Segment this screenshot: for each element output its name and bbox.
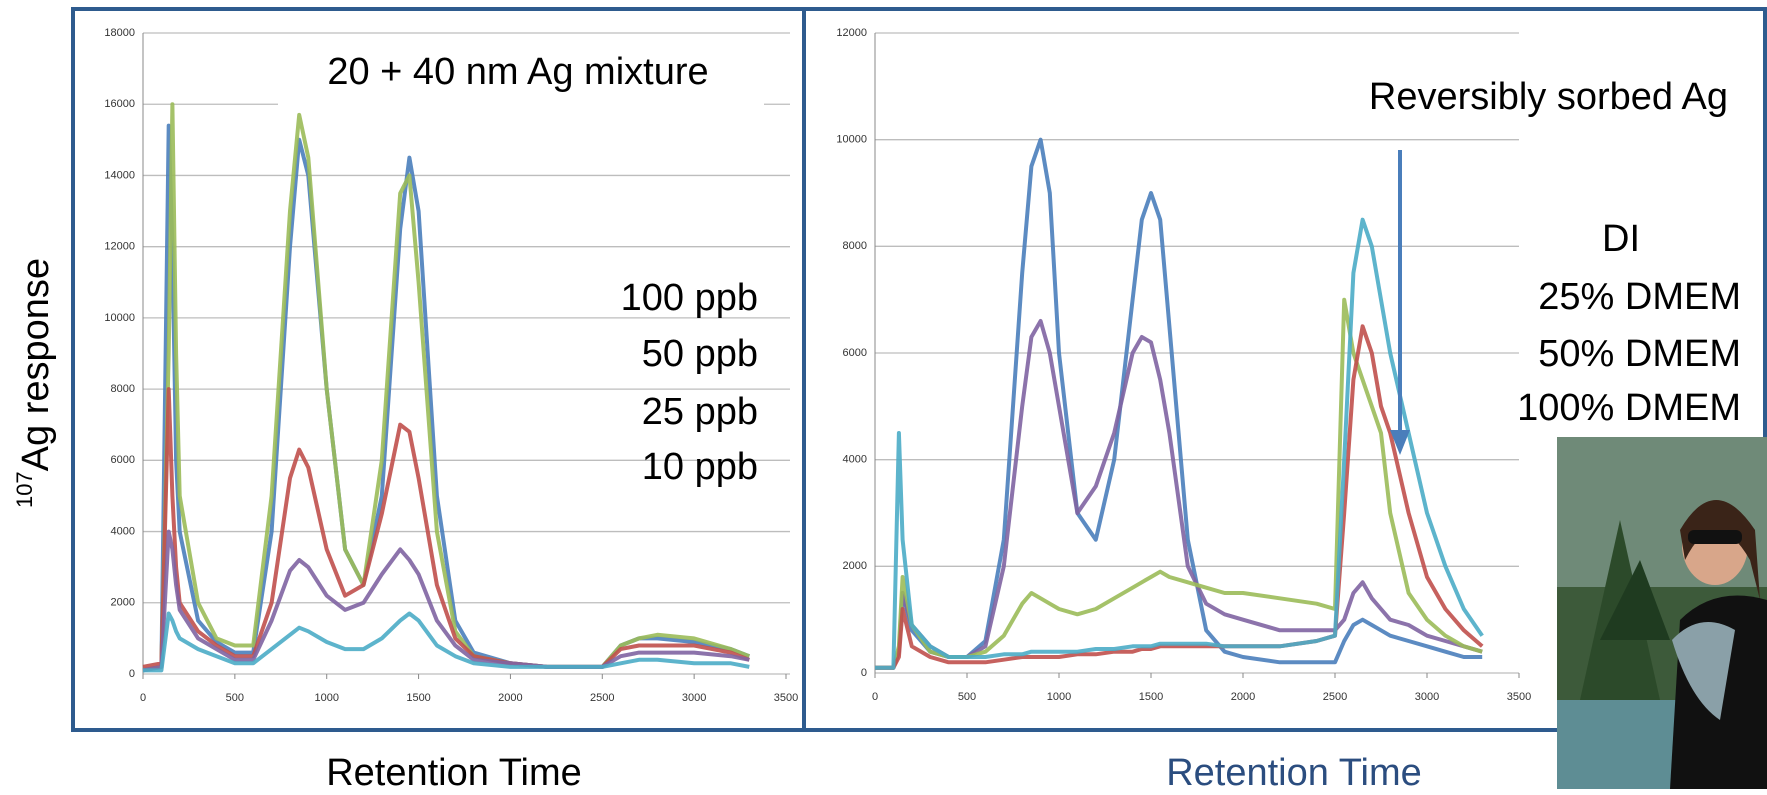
y-tick-label: 4000	[843, 454, 867, 466]
arrow	[1390, 150, 1410, 455]
data-line	[142, 529, 750, 673]
y-axis-label-sup: 107	[12, 471, 37, 508]
x-tick-label: 2000	[1231, 691, 1255, 703]
chart: 0 2000 4000 6000 8000 10000 12000 0 500 1000 1500 2…	[836, 27, 1750, 703]
data-line	[875, 319, 1483, 670]
x-tick-label: 0	[140, 692, 146, 704]
y-axis-label: 107Ag response	[12, 258, 57, 508]
x-tick-label: 0	[872, 691, 878, 703]
title-background	[1310, 60, 1750, 135]
annotation: 10 ppb	[642, 446, 758, 488]
y-tick-label: 10000	[836, 134, 867, 146]
annotation: 50 ppb	[642, 333, 758, 375]
y-axis-label-text: Ag response	[15, 258, 57, 471]
x-tick-label: 1500	[1139, 691, 1163, 703]
x-tick-label: 2000	[498, 692, 522, 704]
annotation: 100% DMEM	[1517, 387, 1741, 429]
chart: 0200040006000800010000120001400016000180…	[104, 27, 798, 704]
x-axis-label: Retention Time	[326, 752, 582, 794]
y-tick-label: 18000	[104, 27, 135, 39]
y-tick-label: 10000	[104, 312, 135, 324]
chart-frame	[802, 7, 1767, 732]
data-line	[143, 611, 750, 673]
x-tick-label: 500	[226, 692, 244, 704]
y-tick-label: 14000	[104, 169, 135, 181]
data-line	[142, 387, 751, 669]
x-tick-label: 3000	[682, 692, 706, 704]
x-tick-label: 2500	[590, 692, 614, 704]
y-tick-label: 2000	[843, 560, 867, 572]
y-tick-label: 6000	[843, 347, 867, 359]
y-tick-label: 4000	[111, 525, 135, 537]
y-tick-label: 6000	[111, 454, 135, 466]
data-line	[875, 217, 1484, 670]
annotation: 25 ppb	[642, 391, 758, 433]
x-tick-label: 1000	[314, 692, 338, 704]
photo	[1557, 437, 1767, 789]
annotation: 25% DMEM	[1538, 276, 1741, 318]
y-tick-label: 2000	[111, 597, 135, 609]
x-tick-label: 2500	[1323, 691, 1347, 703]
y-tick-label: 0	[129, 668, 135, 680]
y-tick-label: 8000	[111, 383, 135, 395]
x-tick-label: 3500	[1507, 691, 1531, 703]
data-line	[142, 102, 751, 673]
x-tick-label: 3500	[774, 692, 798, 704]
y-tick-label: 16000	[104, 98, 135, 110]
plots: 0200040006000800010000120001400016000180…	[104, 27, 1750, 704]
data-line	[875, 324, 1484, 670]
annotation: 100 ppb	[621, 277, 758, 319]
annotation: DI	[1602, 218, 1640, 260]
x-tick-label: 500	[958, 691, 976, 703]
x-axis-label: Retention Time	[1166, 752, 1422, 794]
title-background	[278, 44, 764, 106]
data-line	[875, 137, 1483, 670]
y-tick-label: 8000	[843, 240, 867, 252]
chart-title: Reversibly sorbed Ag	[1369, 76, 1728, 118]
x-tick-label: 1500	[406, 692, 430, 704]
annotation: 50% DMEM	[1538, 333, 1741, 375]
y-tick-label: 12000	[836, 27, 867, 39]
x-tick-label: 1000	[1047, 691, 1071, 703]
chart-title: 20 + 40 nm Ag mixture	[327, 51, 708, 93]
y-tick-label: 12000	[104, 241, 135, 253]
x-tick-label: 3000	[1415, 691, 1439, 703]
y-tick-label: 0	[861, 667, 867, 679]
